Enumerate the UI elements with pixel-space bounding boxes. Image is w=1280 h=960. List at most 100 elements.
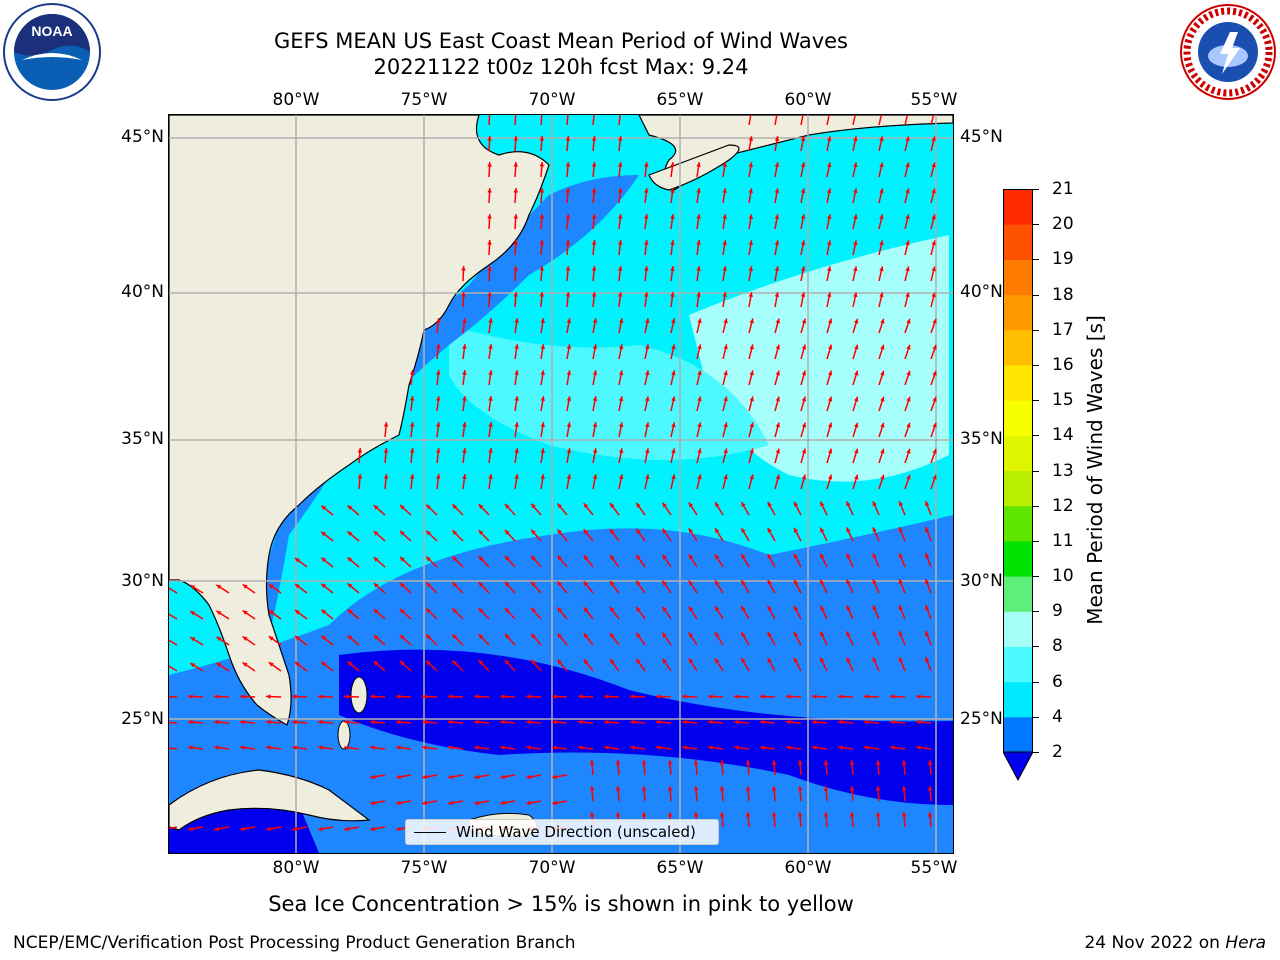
wave-direction-arrowhead	[853, 214, 858, 220]
wave-direction-arrowhead	[826, 188, 832, 194]
wave-direction-arrowhead	[931, 136, 936, 142]
wave-direction-arrowhead	[347, 505, 353, 511]
wave-direction-arrowhead	[853, 344, 859, 350]
wave-direction-arrowhead	[723, 396, 728, 402]
lat-label-right: 35°N	[960, 429, 1003, 449]
wave-direction-arrowhead	[749, 396, 754, 402]
wave-direction-arrowhead	[931, 188, 936, 194]
wave-direction-arrowhead	[565, 136, 571, 141]
wave-direction-arrowhead	[905, 162, 910, 168]
wave-direction-arrowhead	[426, 660, 431, 666]
wave-direction-arrow	[169, 695, 178, 698]
wave-direction-arrowhead	[671, 370, 676, 376]
wave-direction-arrowhead	[864, 745, 869, 750]
wave-direction-arrowhead	[565, 266, 571, 271]
wave-direction-arrowhead	[488, 422, 493, 427]
colorbar-tick-mark	[1033, 435, 1039, 437]
wave-direction-arrowhead	[448, 774, 454, 780]
wave-direction-arrowhead	[409, 474, 415, 479]
wave-direction-arrowhead	[767, 631, 772, 637]
wave-direction-arrowhead	[578, 694, 583, 699]
wave-direction-arrowhead	[872, 605, 877, 611]
wave-direction-arrowhead	[662, 528, 667, 534]
wave-direction-arrowhead	[268, 610, 274, 615]
lon-label-top: 65°W	[656, 90, 704, 110]
wave-direction-arrowhead	[399, 582, 405, 588]
wave-direction-arrowhead	[838, 745, 843, 750]
colorbar-tick-label: 6	[1052, 671, 1063, 692]
wave-direction-arrowhead	[849, 812, 855, 817]
sea-ice-note: Sea Ice Concentration > 15% is shown in …	[268, 892, 854, 916]
wave-direction-arrowhead	[879, 188, 884, 194]
wave-direction-arrowhead	[925, 553, 930, 558]
wave-direction-arrowhead	[767, 605, 772, 611]
nws-logo	[1178, 2, 1278, 102]
wave-direction-arrowhead	[474, 745, 479, 750]
wave-direction-arrowhead	[240, 694, 245, 699]
wave-direction-arrowhead	[931, 292, 936, 298]
bahamas-island	[337, 720, 351, 750]
wave-direction-arrowhead	[216, 636, 222, 642]
wave-direction-arrowhead	[879, 266, 884, 272]
wave-direction-arrowhead	[794, 657, 799, 663]
wave-direction-arrowhead	[618, 370, 624, 376]
wave-direction-arrowhead	[906, 344, 911, 350]
wave-direction-arrowhead	[722, 292, 727, 297]
wave-direction-arrowhead	[500, 719, 505, 725]
wave-direction-arrowhead	[583, 503, 589, 509]
wave-direction-arrowhead	[462, 370, 467, 375]
wave-direction-arrowhead	[266, 826, 272, 832]
wave-direction-arrowhead	[719, 812, 725, 817]
colorbar-tick-mark	[1033, 400, 1039, 402]
colorbar-tick-label: 11	[1052, 530, 1074, 551]
wave-direction-arrowhead	[591, 162, 597, 167]
wave-direction-arrowhead	[906, 396, 911, 402]
wave-direction-arrowhead	[927, 786, 933, 791]
colorbar-tick-label: 4	[1052, 706, 1063, 727]
wave-direction-arrowhead	[344, 745, 349, 750]
wave-direction-arrowhead	[774, 136, 780, 142]
cuba	[169, 769, 371, 831]
wave-direction-arrowhead	[879, 162, 884, 168]
wave-direction-arrowhead	[774, 240, 780, 246]
wave-direction-arrowhead	[540, 396, 545, 401]
wave-direction-arrowhead	[801, 370, 807, 376]
wave-direction-arrowhead	[670, 292, 675, 297]
colorbar-tick-mark	[1033, 752, 1039, 753]
wave-direction-arrowhead	[671, 448, 676, 454]
wave-direction-arrowhead	[583, 581, 589, 587]
wave-direction-arrowhead	[644, 188, 649, 193]
wave-direction-arrow	[592, 115, 595, 126]
wave-direction-arrowhead	[688, 554, 694, 560]
wave-direction-arrowhead	[846, 605, 851, 611]
wave-direction-arrowhead	[478, 530, 484, 535]
wave-direction-arrowhead	[906, 474, 911, 480]
wave-direction-arrowhead	[216, 610, 222, 616]
wave-direction-arrowhead	[399, 504, 405, 510]
wave-direction-arrowhead	[932, 448, 937, 454]
wave-direction-arrowhead	[880, 422, 885, 428]
wave-direction-arrowhead	[513, 292, 518, 297]
wave-direction-arrowhead	[708, 719, 713, 725]
wave-direction-arrowhead	[820, 631, 825, 637]
wave-direction-arrowhead	[214, 719, 219, 725]
wave-direction-arrowhead	[696, 292, 701, 297]
wave-direction-arrowhead	[474, 800, 480, 806]
wave-direction-arrowhead	[539, 240, 545, 245]
wave-direction-arrowhead	[820, 605, 825, 611]
wave-direction-arrowhead	[589, 786, 595, 791]
colorbar-tick-label: 10	[1052, 566, 1074, 587]
lon-label-bottom: 55°W	[910, 858, 958, 878]
wave-direction-arrowhead	[552, 694, 557, 699]
wave-direction-arrowhead	[741, 632, 746, 638]
wave-direction-arrowhead	[344, 719, 349, 725]
wave-direction-arrowhead	[426, 530, 431, 536]
wave-direction-arrowhead	[715, 606, 720, 612]
wave-direction-arrowhead	[932, 344, 937, 350]
wave-direction-arrowhead	[487, 188, 492, 193]
wave-direction-arrowhead	[682, 745, 687, 750]
wave-direction-arrowhead	[242, 636, 248, 641]
wave-direction-arrowhead	[775, 318, 780, 324]
wave-direction-arrowhead	[630, 694, 635, 699]
wave-direction-arrowhead	[409, 396, 415, 401]
